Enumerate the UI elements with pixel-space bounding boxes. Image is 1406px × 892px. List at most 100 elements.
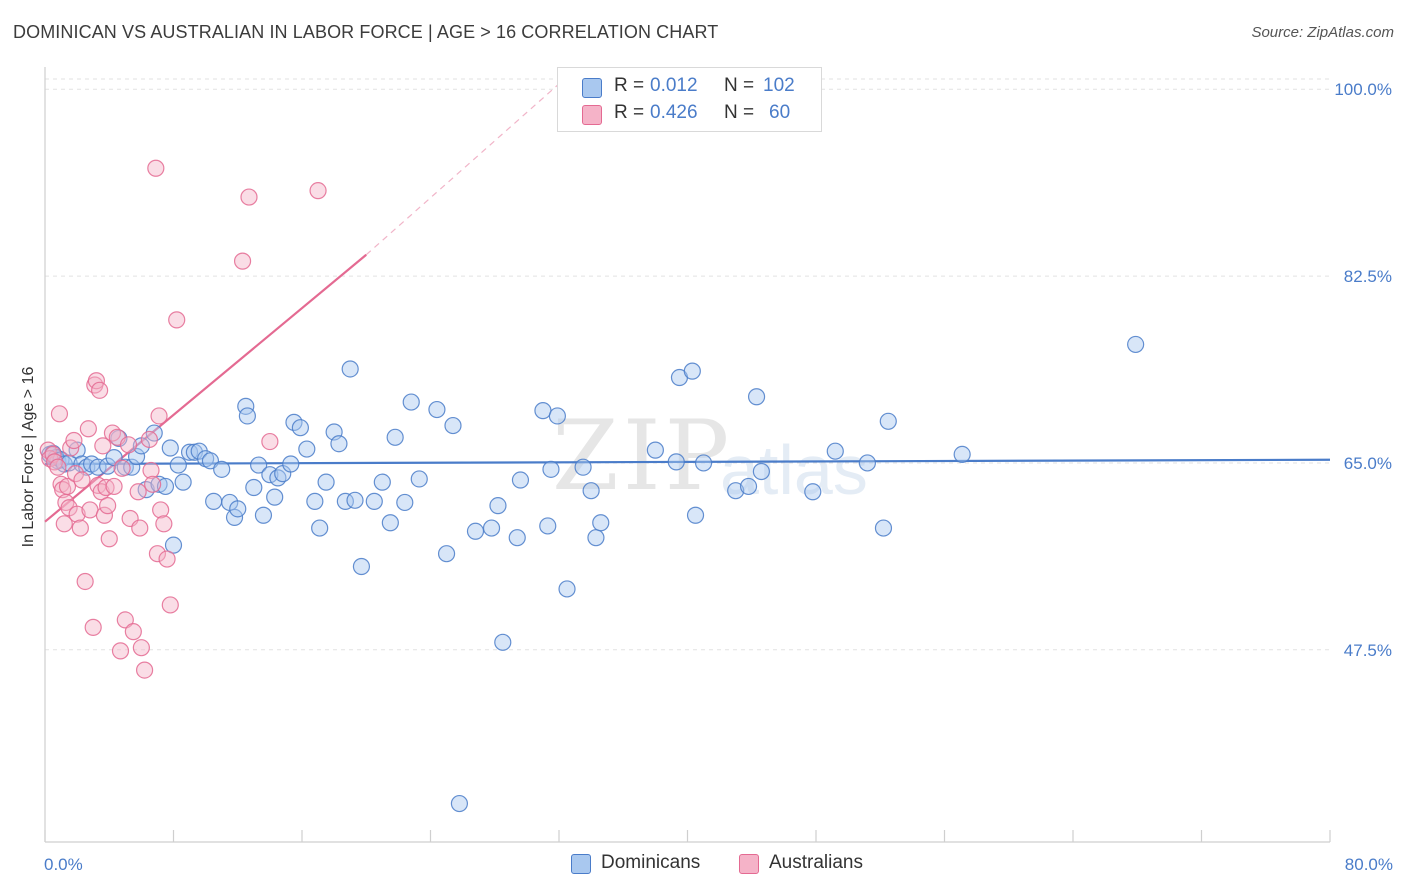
legend-r-label: R =	[614, 102, 645, 123]
data-point-australians	[91, 381, 109, 399]
data-point-australians	[73, 471, 91, 489]
data-point-dominicans	[266, 488, 284, 506]
data-point-dominicans	[254, 506, 273, 524]
data-point-dominicans	[437, 545, 456, 563]
trend-lines	[44, 83, 1331, 523]
data-point-dominicans	[450, 794, 469, 813]
legend-r-value: 0.426	[650, 102, 698, 123]
data-point-australians	[168, 311, 186, 329]
data-point-dominicans	[858, 454, 877, 472]
data-point-dominicans	[352, 557, 371, 576]
data-point-dominicans	[548, 407, 566, 425]
data-point-dominicans	[558, 580, 576, 598]
data-point-dominicans	[428, 400, 446, 419]
watermark-atlas: atlas	[720, 431, 868, 509]
data-point-australians	[132, 639, 150, 657]
data-point-australians	[68, 505, 86, 523]
data-point-dominicans	[365, 492, 383, 510]
data-point-australians	[152, 501, 170, 519]
data-point-dominicans	[250, 456, 268, 474]
data-point-australians	[71, 519, 89, 537]
tick-labels: 100.0% 82.5% 65.0% 47.5% 0.0% 80.0%	[44, 80, 1393, 874]
data-point-australians	[65, 431, 83, 450]
data-point-dominicans	[346, 491, 364, 509]
data-point-dominicans	[410, 470, 428, 488]
legend-r-value: 0.012	[650, 75, 698, 96]
data-point-australians	[144, 475, 162, 493]
data-point-dominicans	[752, 462, 770, 481]
data-point-australians	[49, 458, 67, 476]
data-point-dominicans	[466, 522, 485, 540]
data-point-dominicans	[282, 455, 300, 473]
data-point-dominicans	[826, 442, 844, 460]
source-label: Source: ZipAtlas.com	[1251, 24, 1394, 41]
legend-row-australians: R = 0.426 N = 60	[558, 102, 821, 128]
data-point-australians	[87, 372, 106, 390]
data-point-australians	[150, 407, 168, 425]
data-point-dominicans	[511, 471, 530, 489]
data-point-australians	[94, 437, 112, 455]
data-point-australians	[124, 623, 142, 641]
data-point-australians	[142, 461, 160, 480]
data-point-dominicans	[683, 362, 701, 380]
data-point-dominicans	[127, 447, 146, 466]
data-point-dominicans	[494, 633, 512, 651]
data-point-dominicans	[341, 360, 359, 378]
data-point-australians	[240, 188, 258, 206]
axes	[44, 67, 1331, 843]
data-point-dominicans	[174, 473, 192, 491]
data-point-dominicans	[694, 454, 713, 472]
data-point-australians	[111, 642, 130, 660]
data-point-australians	[135, 661, 154, 679]
data-point-dominicans	[592, 514, 610, 532]
data-point-australians	[113, 459, 131, 477]
data-point-dominicans	[99, 457, 117, 475]
data-point-australians	[140, 430, 159, 449]
data-point-dominicans	[311, 519, 329, 537]
data-point-australians	[155, 515, 173, 533]
data-point-dominicans	[402, 393, 420, 411]
x-tick-label: 80.0%	[1345, 855, 1393, 874]
data-point-australians	[54, 481, 72, 499]
data-point-australians	[46, 453, 64, 471]
legend-row-dominicans: R = 0.012 N = 102	[558, 75, 821, 101]
data-point-dominicans	[539, 517, 557, 535]
data-point-dominicans	[482, 519, 501, 537]
data-point-dominicans	[879, 412, 897, 430]
data-point-dominicans	[739, 477, 758, 496]
y-axis-label: In Labor Force | Age > 16	[20, 367, 37, 548]
data-point-australians	[116, 611, 134, 629]
data-point-dominicans	[373, 473, 391, 491]
legend-n-label: N =	[724, 102, 755, 123]
data-point-australians	[100, 530, 118, 548]
data-point-dominicans	[238, 407, 256, 425]
correlation-legend: R = 0.012 N = 102 R = 0.426 N = 60	[557, 67, 822, 132]
data-point-australians	[95, 506, 114, 524]
legend-swatch-australians	[582, 105, 602, 125]
data-point-australians	[58, 477, 77, 496]
data-point-australians	[233, 252, 252, 270]
data-point-dominicans	[574, 458, 592, 476]
data-point-dominicans	[213, 460, 231, 478]
y-tick-label: 47.5%	[1344, 641, 1392, 660]
data-point-dominicans	[156, 477, 175, 496]
data-point-australians	[84, 618, 102, 636]
y-tick-label: 82.5%	[1344, 267, 1392, 286]
data-point-australians	[158, 550, 176, 568]
data-point-australians	[105, 477, 123, 496]
data-point-dominicans	[508, 529, 526, 547]
data-point-dominicans	[727, 482, 745, 500]
data-points	[39, 159, 1145, 813]
data-point-dominicans	[587, 529, 605, 547]
data-point-australians	[55, 515, 73, 533]
legend-n-label: N =	[724, 75, 755, 96]
legend-r-label: R =	[614, 75, 645, 96]
data-point-australians	[76, 572, 94, 591]
chart-title: DOMINICAN VS AUSTRALIAN IN LABOR FORCE |…	[13, 22, 719, 42]
data-point-dominicans	[747, 388, 766, 406]
data-point-australians	[79, 420, 97, 438]
data-point-dominicans	[229, 500, 247, 518]
data-point-australians	[99, 497, 117, 515]
data-point-dominicans	[60, 454, 78, 472]
